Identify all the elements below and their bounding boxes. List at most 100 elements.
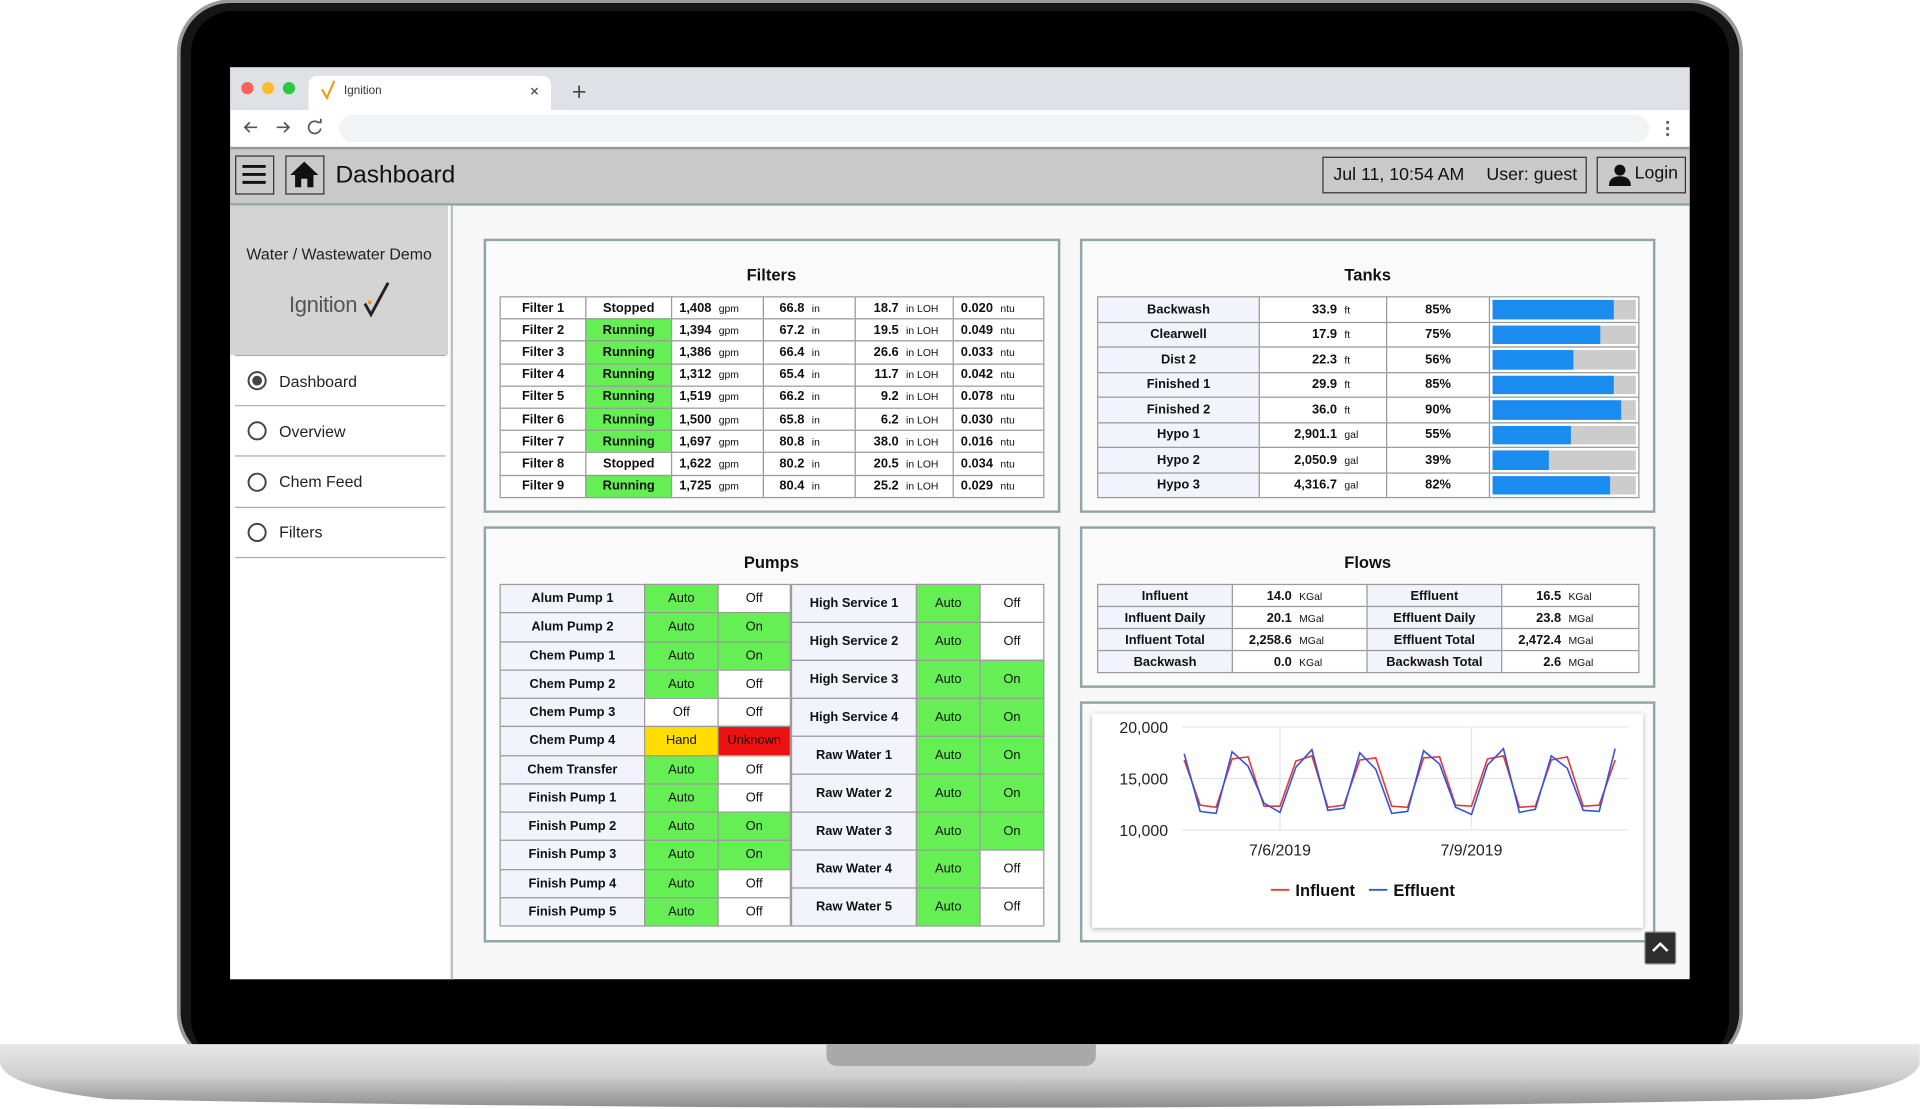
menu-button[interactable] — [235, 155, 275, 195]
filter-level: 80.2 in — [762, 452, 856, 476]
close-dot[interactable] — [241, 82, 254, 95]
panel-title: Filters — [746, 265, 797, 284]
nav-item[interactable]: Chem Feed — [235, 457, 446, 508]
filter-turbidity: 0.034 ntu — [952, 452, 1045, 476]
tank-bar-cell — [1488, 396, 1640, 423]
tank-percent: 55% — [1386, 421, 1491, 448]
address-bar[interactable] — [339, 115, 1650, 142]
tank-level-value: 17.9 — [1312, 327, 1338, 342]
filter-status: Stopped — [585, 296, 673, 320]
tank-bar — [1492, 425, 1572, 445]
active-tab[interactable] — [308, 75, 551, 111]
tank-level-unit: ft — [1344, 328, 1351, 341]
tank-percent: 56% — [1386, 346, 1491, 373]
reload-button[interactable] — [307, 118, 322, 135]
pump-state: On — [979, 735, 1045, 775]
pump-name: Chem Pump 2 — [499, 669, 646, 699]
radio[interactable] — [235, 419, 279, 443]
tank-bar — [1492, 400, 1622, 420]
tank-name: Hypo 1 — [1097, 421, 1260, 448]
radio[interactable] — [235, 368, 279, 392]
pump-name: Chem Pump 4 — [499, 726, 646, 756]
filter-loh-unit: in LOH — [906, 480, 939, 493]
pump-state: On — [717, 811, 791, 842]
browser-menu[interactable] — [1666, 120, 1670, 137]
tank-level: 29.9 ft — [1258, 371, 1388, 398]
filter-loh: 25.2 in LOH — [854, 474, 954, 498]
pump-state: Off — [717, 783, 791, 813]
pump-name: Raw Water 2 — [790, 773, 918, 813]
nav-item[interactable]: Dashboard — [235, 356, 446, 407]
filter-name: Filter 8 — [499, 452, 587, 476]
y-tick-label: 20,000 — [1119, 720, 1168, 737]
flow-value: 2.6 MGal — [1501, 649, 1640, 674]
nav-label: Dashboard — [279, 371, 358, 390]
panel-title: Flows — [1344, 553, 1392, 572]
pump-state: Off — [717, 697, 791, 728]
tank-level-value: 29.9 — [1312, 377, 1338, 392]
flow-value-unit: KGal — [1299, 589, 1323, 602]
filter-status: Stopped — [585, 452, 673, 476]
nav-item[interactable]: Filters — [235, 507, 446, 559]
filter-turbidity: 0.078 ntu — [952, 385, 1045, 409]
scroll-top-button[interactable] — [1644, 931, 1677, 965]
new-tab[interactable] — [573, 85, 586, 98]
pump-state: Unknown — [717, 726, 791, 756]
tank-bar — [1492, 324, 1600, 344]
filter-turbidity-unit: ntu — [1000, 368, 1015, 381]
login-button[interactable]: Login — [1596, 156, 1686, 194]
logo-text: Ignition — [288, 292, 358, 318]
filter-turbidity-unit: ntu — [1000, 324, 1015, 337]
pump-mode: Auto — [915, 621, 981, 661]
filter-status: Running — [585, 407, 673, 432]
y-tick-label: 15,000 — [1119, 772, 1168, 789]
flow-value-value: 23.8 — [1536, 610, 1562, 625]
pump-state: On — [979, 773, 1045, 813]
tank-level: 17.9 ft — [1258, 321, 1388, 348]
x-tick-label: 7/9/2019 — [1441, 843, 1503, 860]
maximize-dot[interactable] — [282, 82, 296, 95]
home-button[interactable] — [285, 155, 325, 195]
radio[interactable] — [235, 470, 279, 494]
tab-close[interactable] — [530, 87, 539, 95]
series-line — [1183, 754, 1616, 809]
datetime: Jul 11, 10:54 AM — [1333, 165, 1465, 185]
user: User: guest — [1486, 165, 1578, 185]
filter-flow: 1,386 gpm — [670, 340, 765, 365]
pump-mode: Hand — [644, 726, 719, 756]
filter-loh-value: 38.0 — [873, 434, 899, 449]
filter-level-unit: in — [811, 368, 820, 381]
filter-status: Running — [585, 318, 673, 342]
filter-status: Running — [585, 429, 673, 454]
legend-label: Influent — [1295, 881, 1355, 900]
pump-state: Off — [717, 896, 791, 927]
filter-turbidity: 0.033 ntu — [952, 340, 1045, 365]
filter-flow-value: 1,312 — [679, 367, 712, 383]
filter-turbidity: 0.020 ntu — [952, 296, 1045, 320]
filter-flow: 1,519 gpm — [670, 385, 765, 409]
filter-level: 80.8 in — [762, 429, 856, 454]
filter-loh: 20.5 in LOH — [854, 452, 954, 476]
filter-turbidity-value: 0.016 — [960, 434, 993, 449]
filter-loh-value: 25.2 — [873, 478, 899, 494]
nav-label: Filters — [279, 523, 323, 542]
pump-state: Off — [979, 621, 1045, 661]
minimize-dot[interactable] — [262, 82, 275, 95]
pump-state: On — [979, 697, 1045, 737]
nav-item[interactable]: Overview — [235, 406, 446, 457]
filter-flow-value: 1,394 — [679, 322, 712, 338]
flow-value-value: 14.0 — [1266, 588, 1292, 603]
radio[interactable] — [235, 520, 279, 544]
pump-state: Off — [979, 583, 1045, 624]
filter-loh-unit: in LOH — [906, 301, 939, 315]
filter-flow-value: 1,622 — [679, 456, 712, 472]
filter-loh-value: 20.5 — [873, 456, 899, 472]
flow-value-unit: KGal — [1568, 589, 1592, 602]
back-button[interactable] — [243, 121, 258, 133]
filter-loh-unit: in LOH — [906, 368, 939, 381]
filter-level-value: 67.2 — [779, 322, 805, 338]
flow-value: 2,472.4 MGal — [1501, 627, 1640, 652]
flow-name: Effluent — [1366, 583, 1503, 608]
forward-button[interactable] — [276, 121, 291, 133]
